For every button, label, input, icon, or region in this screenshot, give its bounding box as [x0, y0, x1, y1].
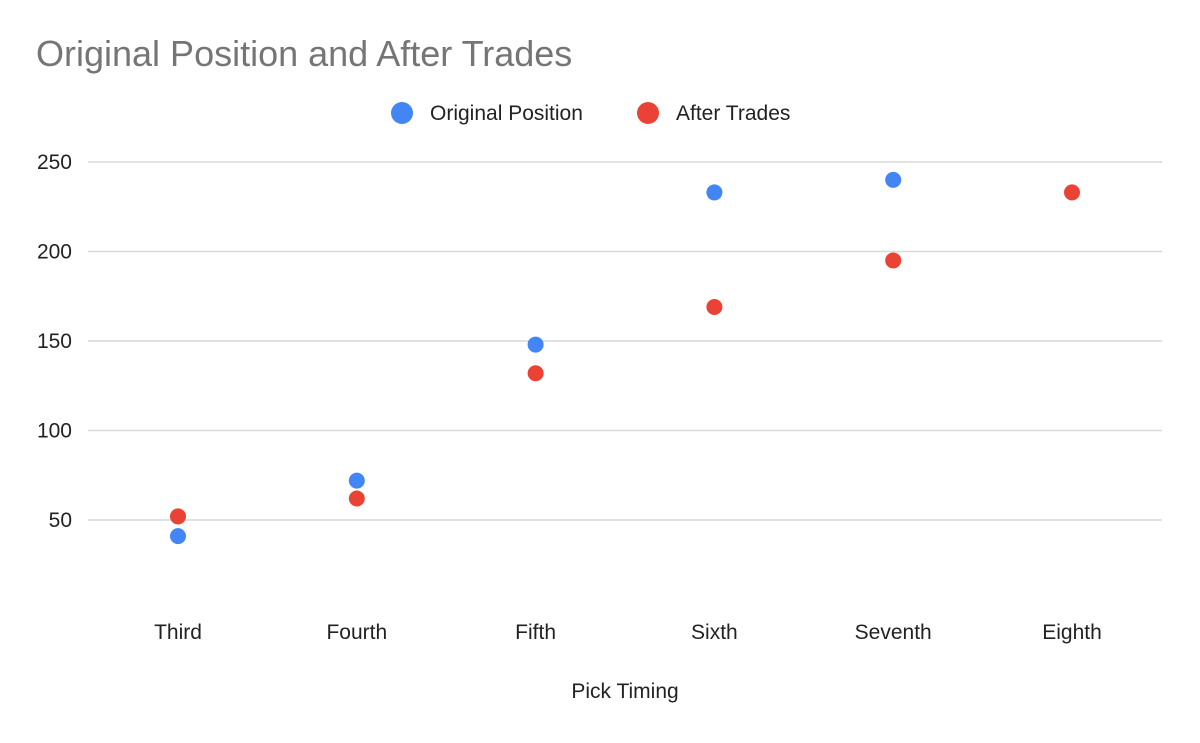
x-axis-title: Pick Timing [571, 680, 678, 703]
x-tick-label: Sixth [691, 621, 738, 644]
y-tick-label: 50 [49, 509, 72, 532]
data-points [170, 171, 1080, 545]
legend-label-original-position: Original Position [430, 102, 583, 125]
data-point-original-position[interactable] [527, 336, 544, 353]
data-point-original-position[interactable] [170, 528, 186, 545]
legend-marker-original-position [391, 102, 413, 124]
x-tick-label: Seventh [855, 621, 932, 644]
legend-marker-after-trades [637, 102, 659, 124]
y-axis-ticks: 50 100 150 200 250 [37, 151, 72, 532]
data-point-original-position[interactable] [348, 472, 365, 489]
x-tick-label: Third [154, 621, 202, 644]
data-point-after-trades[interactable] [527, 365, 544, 382]
y-tick-label: 250 [37, 151, 72, 174]
x-tick-label: Fifth [515, 621, 556, 644]
data-point-after-trades[interactable] [706, 298, 723, 315]
y-tick-label: 200 [37, 241, 72, 264]
x-tick-label: Eighth [1042, 621, 1102, 644]
data-point-after-trades[interactable] [348, 490, 365, 507]
data-point-after-trades[interactable] [1064, 184, 1080, 201]
data-point-original-position[interactable] [885, 171, 902, 188]
legend-label-after-trades: After Trades [676, 102, 790, 125]
data-point-after-trades[interactable] [170, 508, 186, 525]
x-tick-label: Fourth [326, 621, 387, 644]
gridlines [88, 161, 1162, 521]
legend: Original Position After Trades [391, 102, 790, 125]
data-point-after-trades[interactable] [885, 252, 902, 269]
y-tick-label: 100 [37, 420, 72, 443]
y-tick-label: 150 [37, 330, 72, 353]
data-point-original-position[interactable] [706, 184, 723, 201]
x-axis-ticks: Third Fourth Fifth Sixth Seventh Eighth [154, 621, 1102, 644]
chart-title: Original Position and After Trades [36, 33, 572, 74]
